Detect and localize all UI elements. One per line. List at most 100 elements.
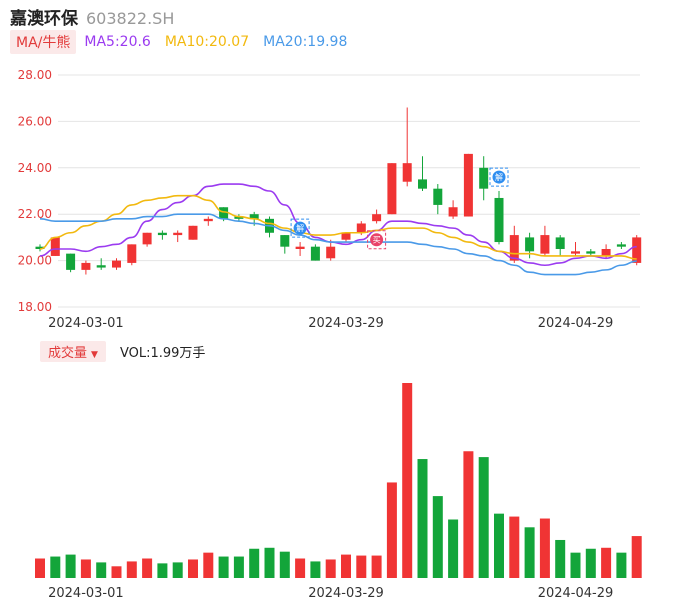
candle-body [341,232,351,240]
candle-body [479,167,489,189]
dropdown-arrow-icon: ▼ [91,349,98,360]
volume-bar [310,561,321,578]
candle [157,230,167,240]
candle-body [127,244,137,263]
volume-bar [356,555,367,578]
volume-bar [126,561,137,578]
marker-label: 解 [296,223,304,233]
candle [127,244,137,266]
candle [632,235,642,266]
candle-body [601,249,611,256]
candle-body [433,188,443,205]
volume-bar [295,558,306,578]
candle [387,163,397,215]
volume-bar [494,513,504,578]
volume-bar [341,554,351,578]
signal-marker: 解 [489,167,509,187]
candle [402,107,412,187]
volume-bar [448,519,459,578]
candle-body [81,262,91,270]
volume-bar [233,556,244,578]
candle-body [280,235,290,247]
volume-tag-label: 成交量 [48,345,88,361]
candle-body [50,237,60,256]
signal-marker: 解 [290,218,310,238]
candle-body [173,232,183,236]
candle-body [356,223,366,233]
signal-marker: 买 [367,230,387,250]
candle [494,191,504,245]
ma5-legend: MA5:20.6 [84,34,151,50]
candle [234,214,244,222]
x-tick-label: 2024-03-29 [308,316,384,331]
volume-bar [35,558,45,578]
candle-body [555,237,565,249]
volume-bar [218,556,229,578]
volume-legend: 成交量 ▼ VOL:1.99万手 [40,340,206,362]
marker-dot [492,170,506,184]
volume-bar [555,539,566,578]
volume-bar [386,482,397,578]
volume-bar [80,559,91,578]
candle-body [112,260,121,268]
price-date-axis: 2024-03-01 2024-03-29 2024-04-29 [48,316,613,331]
candle [341,232,351,243]
candle [96,258,106,270]
candle-body [142,232,152,245]
candle [571,242,580,256]
volume-bar [325,559,336,578]
volume-bar [264,547,275,578]
marker-frame [489,167,509,187]
candle [112,258,121,270]
volume-bar [157,563,168,578]
ma-indicator-selector[interactable]: MA/牛熊 [10,30,77,54]
candle-body [203,218,213,222]
candle-body [249,214,259,219]
y-tick-label: 18.00 [18,300,52,314]
volume-bar [188,559,198,578]
marker-label: 解 [495,172,503,182]
volume-bars [35,383,642,578]
candle-body [157,232,167,236]
candle-body [494,197,504,243]
candle-body [96,265,106,268]
volume-bar [570,552,581,578]
candle-body [35,246,45,249]
volume-bar [279,551,290,578]
stock-code: 603822.SH [86,9,175,28]
candle [310,244,320,261]
x-tick-label: 2024-03-01 [48,316,124,331]
y-tick-label: 22.00 [18,207,52,221]
candle-body [418,179,427,189]
candle [81,260,91,275]
volume-bar [463,451,474,578]
ma20-line [39,213,637,276]
candle-body [509,235,519,261]
volume-bar [111,566,122,578]
candle [555,235,565,256]
candle [50,237,60,256]
candle-body [616,244,626,247]
candle [203,216,213,226]
stock-title-row: 嘉澳环保 603822.SH [10,4,175,29]
candle [448,200,458,219]
candle-body [219,207,229,219]
candle-body [295,246,305,249]
candle-body [571,251,580,254]
candle-body [586,251,596,254]
signal-markers: 解买 解 [290,167,509,250]
candle [540,225,550,256]
volume-indicator-selector[interactable]: 成交量 ▼ [40,340,106,362]
volume-bar [478,457,489,578]
candle-body [525,237,535,252]
volume-bar [172,562,183,578]
ma5-line [39,183,637,267]
volume-bar [539,518,550,578]
candle-body [188,225,198,240]
x-tick-label: 2024-04-29 [538,586,614,601]
x-tick-label: 2024-03-01 [48,586,124,601]
volume-value: VOL:1.99万手 [119,345,206,361]
candle [326,239,336,261]
candle-body [463,153,473,217]
